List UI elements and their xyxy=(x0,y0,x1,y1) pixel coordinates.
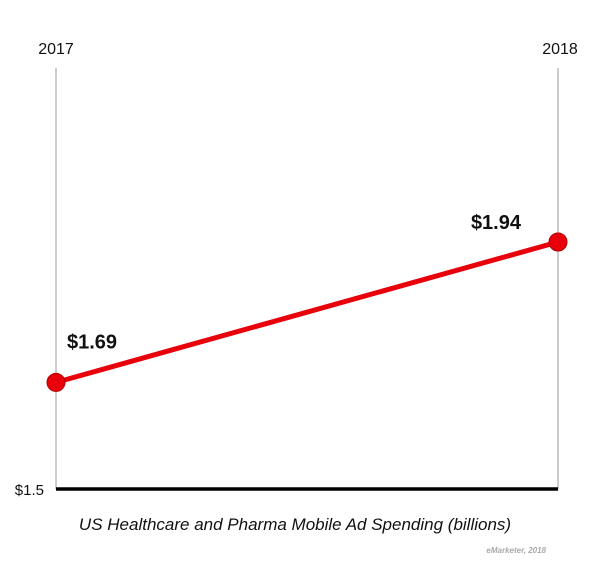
y-tick-label: $1.5 xyxy=(15,482,44,499)
data-point-2018 xyxy=(548,232,568,252)
data-label-2018: $1.94 xyxy=(471,212,522,234)
chart-title: US Healthcare and Pharma Mobile Ad Spend… xyxy=(79,515,511,534)
x-tick-label-2018: 2018 xyxy=(542,41,578,58)
series-line xyxy=(53,239,561,385)
source-note: eMarketer, 2018 xyxy=(486,546,546,555)
x-tick-label-2017: 2017 xyxy=(38,41,74,58)
data-label-2017: $1.69 xyxy=(67,331,117,353)
data-point-2017 xyxy=(46,372,66,392)
